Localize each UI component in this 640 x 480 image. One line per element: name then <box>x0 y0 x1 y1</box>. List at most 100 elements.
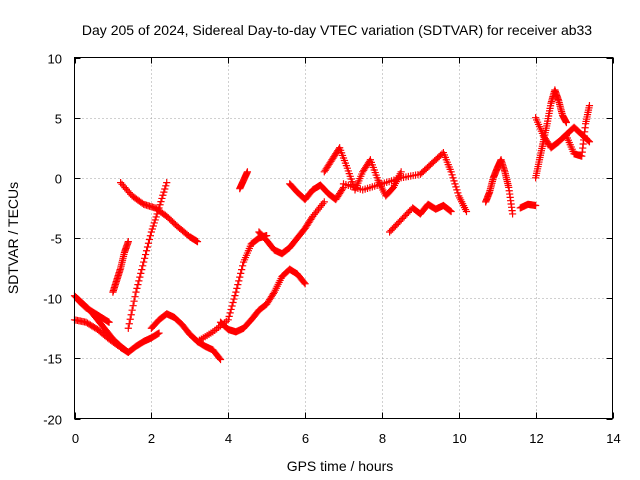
data-point-arc-8 <box>226 309 234 317</box>
data-point-arc-19 <box>585 138 594 146</box>
data-point-arc-5 <box>138 265 146 274</box>
data-point-arc-18 <box>562 118 570 127</box>
data-point-arc-5 <box>128 306 136 314</box>
data-point-arc-5 <box>124 324 132 332</box>
data-point-arc-14 <box>451 180 459 188</box>
data-point-arc-5 <box>139 262 147 270</box>
data-point-arc-5 <box>131 293 139 301</box>
data-point-arc-8 <box>228 302 236 310</box>
data-point-arc-6 <box>192 237 201 245</box>
data-point-arc-8 <box>239 262 247 270</box>
data-point-arc-13 <box>343 164 351 172</box>
y-axis-label: SDTVAR / TECUs <box>5 182 21 294</box>
y-tick-label: 10 <box>48 52 62 67</box>
x-tick-label: 4 <box>225 431 232 446</box>
data-point-arc-16 <box>508 210 517 218</box>
data-point-arc-6 <box>193 238 202 246</box>
data-point-arc-13 <box>344 167 352 175</box>
y-tick-label: -15 <box>43 352 62 367</box>
data-point-arc-5 <box>144 239 153 247</box>
data-point-arc-14 <box>449 174 457 182</box>
data-point-arc-13 <box>346 172 354 180</box>
data-point-arc-5 <box>159 191 167 199</box>
data-point-arc-7 <box>215 354 224 362</box>
data-point-arc-5 <box>134 281 142 289</box>
y-tick-label: -5 <box>50 232 62 247</box>
data-point-arc-14 <box>462 207 471 216</box>
data-point-arc-5 <box>143 243 152 251</box>
data-point-arc-5 <box>127 311 135 319</box>
x-tick-label: 14 <box>606 431 620 446</box>
data-point-arc-9 <box>301 280 309 288</box>
data-point-arc-5 <box>161 185 169 193</box>
x-tick-label: 10 <box>452 431 466 446</box>
data-point-arc-5 <box>145 235 154 244</box>
y-tick-label: 0 <box>55 172 62 187</box>
data-point-arc-11 <box>320 198 328 206</box>
data-point-arc-5 <box>147 228 155 236</box>
data-point-arc-5 <box>160 188 168 196</box>
y-tick-label: -20 <box>43 413 62 428</box>
data-point-arc-5 <box>137 269 145 277</box>
data-point-arc-5 <box>157 197 165 206</box>
chart-title: Day 205 of 2024, Sidereal Day-to-day VTE… <box>82 22 592 38</box>
x-tick-label: 12 <box>529 431 543 446</box>
data-point-arc-5 <box>152 213 160 221</box>
data-point-arc-5 <box>135 277 143 285</box>
data-point-arc-5 <box>136 273 144 281</box>
points-layer <box>70 86 594 364</box>
y-tick-label: 5 <box>55 112 62 127</box>
x-tick-label: 8 <box>379 431 386 446</box>
x-tick-label: 0 <box>72 431 79 446</box>
data-point-arc-5 <box>133 284 141 292</box>
data-point-arc-15 <box>446 207 454 215</box>
data-point-arc-8 <box>230 295 238 303</box>
data-point-arc-20 <box>585 102 594 110</box>
data-point-arc-15 <box>447 207 455 216</box>
data-point-arc-14 <box>453 186 461 194</box>
data-point-arc-5 <box>140 258 148 266</box>
data-point-arc-5 <box>129 302 137 310</box>
data-point-arc-5 <box>162 182 170 190</box>
data-point-arc-14 <box>454 189 462 197</box>
data-point-arc-19 <box>584 137 593 145</box>
data-point-arc-8 <box>227 305 235 314</box>
data-point-arc-3 <box>104 318 112 326</box>
data-point-arc-8 <box>235 277 243 285</box>
data-point-arc-13 <box>348 178 356 186</box>
data-point-arc-8 <box>229 298 237 307</box>
data-point-arc-2 <box>123 348 131 356</box>
plot-frame <box>74 57 613 419</box>
data-point-arc-14 <box>447 168 455 176</box>
data-point-arc-8 <box>225 312 233 320</box>
data-point-arc-14 <box>448 171 456 179</box>
data-point-arc-5 <box>163 179 171 187</box>
data-point-arc-8 <box>236 273 244 281</box>
y-tick-label: -10 <box>43 292 62 307</box>
data-point-arc-5 <box>146 232 154 240</box>
data-point-arc-4 <box>124 238 132 246</box>
data-point-arc-5 <box>148 225 156 233</box>
data-point-arc-8 <box>231 292 239 300</box>
data-point-arc-9 <box>300 278 308 287</box>
data-point-arc-5 <box>149 222 157 230</box>
data-point-arc-14 <box>450 177 458 185</box>
data-point-arc-7 <box>216 355 225 364</box>
data-point-arc-1 <box>154 330 162 338</box>
data-point-arc-13 <box>345 170 353 178</box>
data-point-arc-5 <box>142 247 151 255</box>
data-point-arc-5 <box>151 216 159 224</box>
data-point-arc-5 <box>130 297 138 305</box>
data-point-arc-5 <box>126 315 134 323</box>
data-point-arc-5 <box>132 288 140 296</box>
data-point-arc-2 <box>124 348 132 356</box>
data-point-arc-5 <box>141 254 149 262</box>
data-point-arc-5 <box>141 250 150 259</box>
data-point-arc-5 <box>156 201 164 209</box>
data-point-arc-8 <box>233 284 241 292</box>
data-point-arc-5 <box>150 219 158 227</box>
data-point-arc-8 <box>234 281 242 289</box>
data-point-arc-13 <box>347 175 355 183</box>
